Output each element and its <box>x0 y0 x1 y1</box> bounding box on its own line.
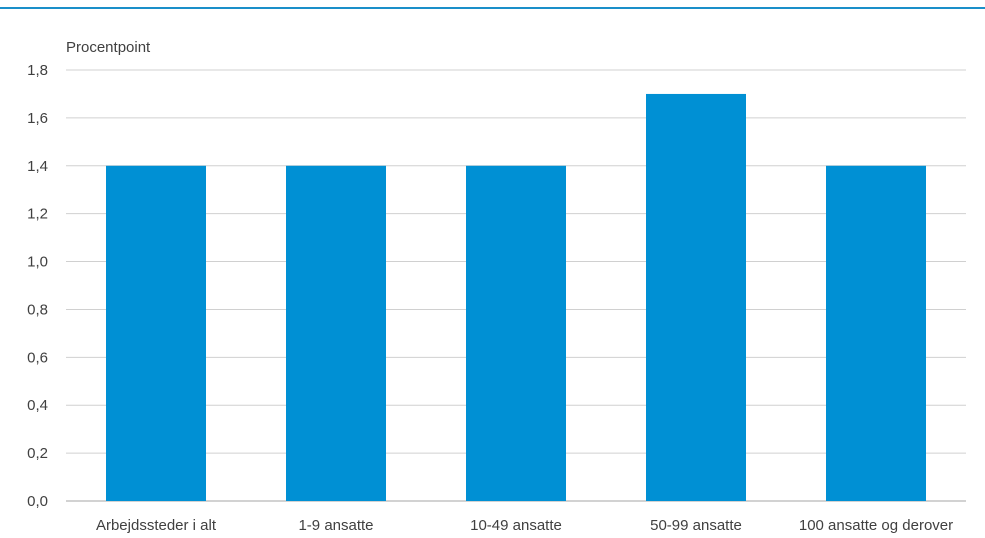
y-tick-label: 0,2 <box>27 445 48 462</box>
y-axis-ticks: 0,0 0,2 0,4 0,6 0,8 1,0 1,2 1,4 1,6 1,8 <box>27 62 48 510</box>
x-category-label: Arbejdssteder i alt <box>96 517 217 534</box>
x-category-label: 1-9 ansatte <box>298 517 373 534</box>
x-category-label: 10-49 ansatte <box>470 517 562 534</box>
bar <box>466 165 566 501</box>
x-category-label: 100 ansatte og derover <box>799 517 953 534</box>
gridlines <box>66 69 966 502</box>
bar <box>286 165 386 501</box>
y-tick-label: 1,8 <box>27 62 48 79</box>
y-tick-label: 0,0 <box>27 493 48 510</box>
bar <box>106 165 206 501</box>
bars <box>106 93 926 501</box>
y-tick-label: 1,4 <box>27 158 48 175</box>
bar <box>646 93 746 501</box>
y-tick-label: 0,6 <box>27 349 48 366</box>
y-tick-label: 1,2 <box>27 206 48 223</box>
y-axis-unit-label: Procentpoint <box>66 39 151 56</box>
y-tick-label: 0,8 <box>27 301 48 318</box>
x-category-label: 50-99 ansatte <box>650 517 742 534</box>
y-tick-label: 1,0 <box>27 254 48 271</box>
header-rule <box>0 7 985 9</box>
x-axis-labels: Arbejdssteder i alt 1-9 ansatte 10-49 ansa… <box>96 517 953 534</box>
bar <box>826 165 926 501</box>
y-tick-label: 0,4 <box>27 397 48 414</box>
y-tick-label: 1,6 <box>27 110 48 127</box>
